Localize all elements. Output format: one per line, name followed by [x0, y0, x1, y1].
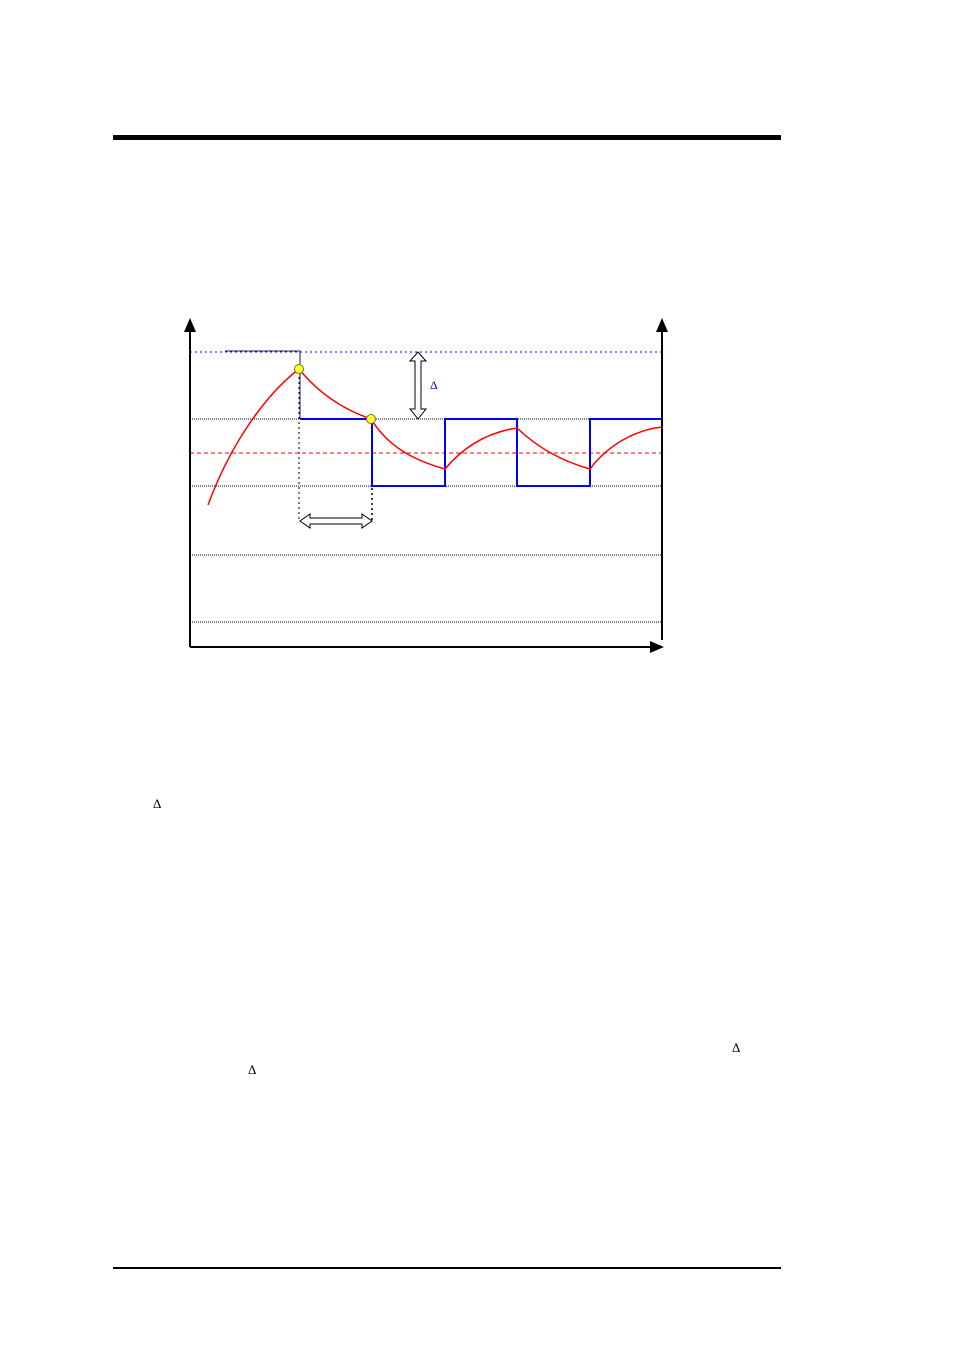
right-axis [656, 318, 668, 640]
double-arrow-vertical-icon [408, 351, 428, 420]
switch-point-marker [294, 364, 304, 374]
time-axis [190, 641, 664, 653]
delta-symbol: Δ [248, 1062, 257, 1077]
delta-symbol: Δ [153, 796, 162, 811]
delta-label: Δ [430, 378, 438, 392]
switch-point-marker [366, 414, 376, 424]
double-arrow-horizontal-icon [299, 513, 373, 529]
delta-symbol: Δ [732, 1040, 741, 1055]
measured-value-curve [207, 367, 663, 506]
initial-output-step [225, 350, 301, 419]
header-rule [113, 135, 781, 140]
arrow-up-icon [184, 318, 196, 332]
arrow-right-icon [650, 641, 664, 653]
output-signal [300, 418, 662, 487]
left-axis [184, 318, 196, 647]
footer-rule [113, 1267, 781, 1269]
arrow-up-icon [656, 318, 668, 332]
